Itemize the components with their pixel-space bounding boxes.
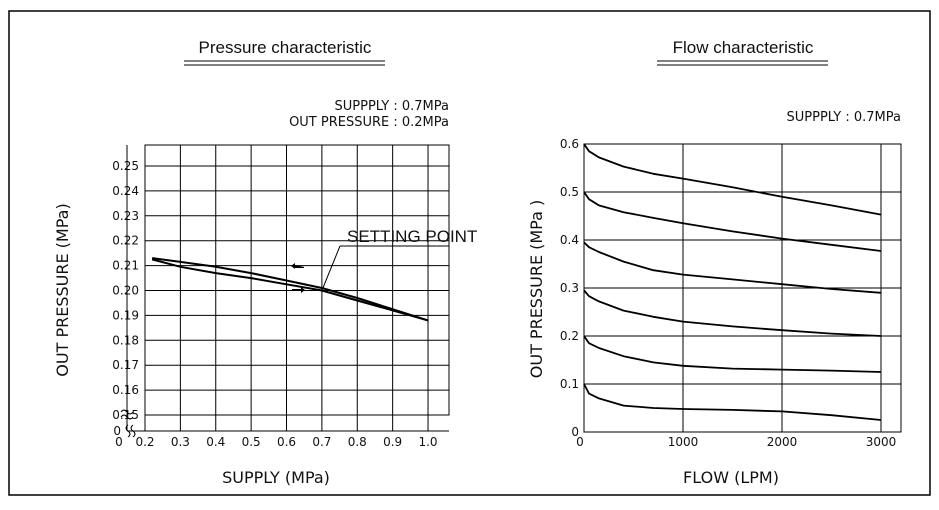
pressure-y-axis-label: OUT PRESSURE (MPa) — [53, 203, 72, 376]
x-axis-break-mark — [125, 424, 131, 438]
pressure-x-axis-label: SUPPLY (MPa) — [222, 468, 330, 487]
pressure-y-tick-label: 0.17 — [112, 358, 139, 372]
pressure-y-tick-label: 0.23 — [112, 209, 139, 223]
pressure-y-tick-label: 0.22 — [112, 234, 139, 248]
increase-arrow — [292, 287, 305, 293]
x-axis-break-mark — [130, 424, 136, 438]
pressure-chart-title: Pressure characteristic — [199, 38, 372, 57]
pressure-x-tick-label: 0 — [115, 435, 123, 449]
pressure-x-tick-label: 0.5 — [242, 435, 261, 449]
pressure-note-supply: SUPPPLY : 0.7MPa — [335, 99, 450, 114]
flow-y-tick-label: 0 — [571, 425, 579, 439]
flow-x-tick-label: 3000 — [866, 435, 897, 449]
figure-frame — [8, 10, 931, 496]
y-axis-break-mark — [120, 409, 134, 415]
decrease-arrow — [291, 263, 304, 269]
flow-series-line — [583, 191, 882, 252]
flow-note-supply: SUPPPLY : 0.7MPa — [787, 110, 902, 125]
pressure-x-tick-label: 0.7 — [312, 435, 331, 449]
flow-chart-title: Flow characteristic — [673, 38, 814, 57]
pressure-y-tick-label: 0.24 — [112, 184, 139, 198]
flow-x-tick-label: 1000 — [668, 435, 699, 449]
flow-series-line — [583, 143, 882, 216]
flow-series-line — [583, 383, 882, 421]
pressure-y-tick-label: 0.18 — [112, 333, 139, 347]
flow-y-tick-label: 0.4 — [560, 233, 579, 247]
pressure-x-tick-label: 1.0 — [418, 435, 437, 449]
pressure-x-tick-label: 0.4 — [206, 435, 225, 449]
pressure-chart: 0.150.160.170.180.190.200.210.220.230.24… — [112, 144, 477, 449]
pressure-y-tick-label: 0.16 — [112, 383, 139, 397]
setting-point-label: SETTING POINT — [347, 227, 477, 246]
pressure-y-tick-label: 0.25 — [112, 159, 139, 173]
pressure-y-tick-label: 0.19 — [112, 308, 139, 322]
pressure-y-tick-label: 0.21 — [112, 259, 139, 273]
flow-chart: 0 0.1 0.2 0.3 0.4 0.5 0.6 0 1000 2000 3000 — [560, 137, 902, 449]
flow-y-tick-label: 0.2 — [560, 329, 579, 343]
pressure-note-out-pressure: OUT PRESSURE : 0.2MPa — [289, 115, 449, 130]
flow-y-axis-label: OUT PRESSURE (MPa ) — [527, 200, 546, 378]
y-axis-break-mark — [120, 414, 134, 420]
flow-y-tick-label: 0.3 — [560, 281, 579, 295]
flow-x-tick-label: 2000 — [767, 435, 798, 449]
pressure-series-line — [151, 258, 429, 322]
flow-x-tick-label: 0 — [576, 435, 584, 449]
flow-series-line — [583, 289, 882, 337]
pressure-x-tick-label: 0.8 — [348, 435, 367, 449]
flow-y-tick-label: 0.6 — [560, 137, 579, 151]
pressure-x-tick-label: 0.2 — [135, 435, 154, 449]
setting-point-leader — [321, 245, 341, 291]
pressure-x-tick-label: 0.6 — [277, 435, 296, 449]
pressure-x-tick-label: 0.9 — [383, 435, 402, 449]
flow-series-line — [583, 335, 882, 373]
pressure-x-tick-label: 0.3 — [171, 435, 190, 449]
pressure-series-line — [151, 257, 429, 322]
pressure-y-tick-label: 0 — [113, 424, 121, 438]
flow-y-tick-label: 0.1 — [560, 377, 579, 391]
flow-series-line — [583, 241, 882, 294]
flow-x-axis-label: FLOW (LPM) — [683, 468, 779, 487]
pressure-y-tick-label: 0.20 — [112, 284, 139, 298]
flow-y-tick-label: 0.5 — [560, 185, 579, 199]
